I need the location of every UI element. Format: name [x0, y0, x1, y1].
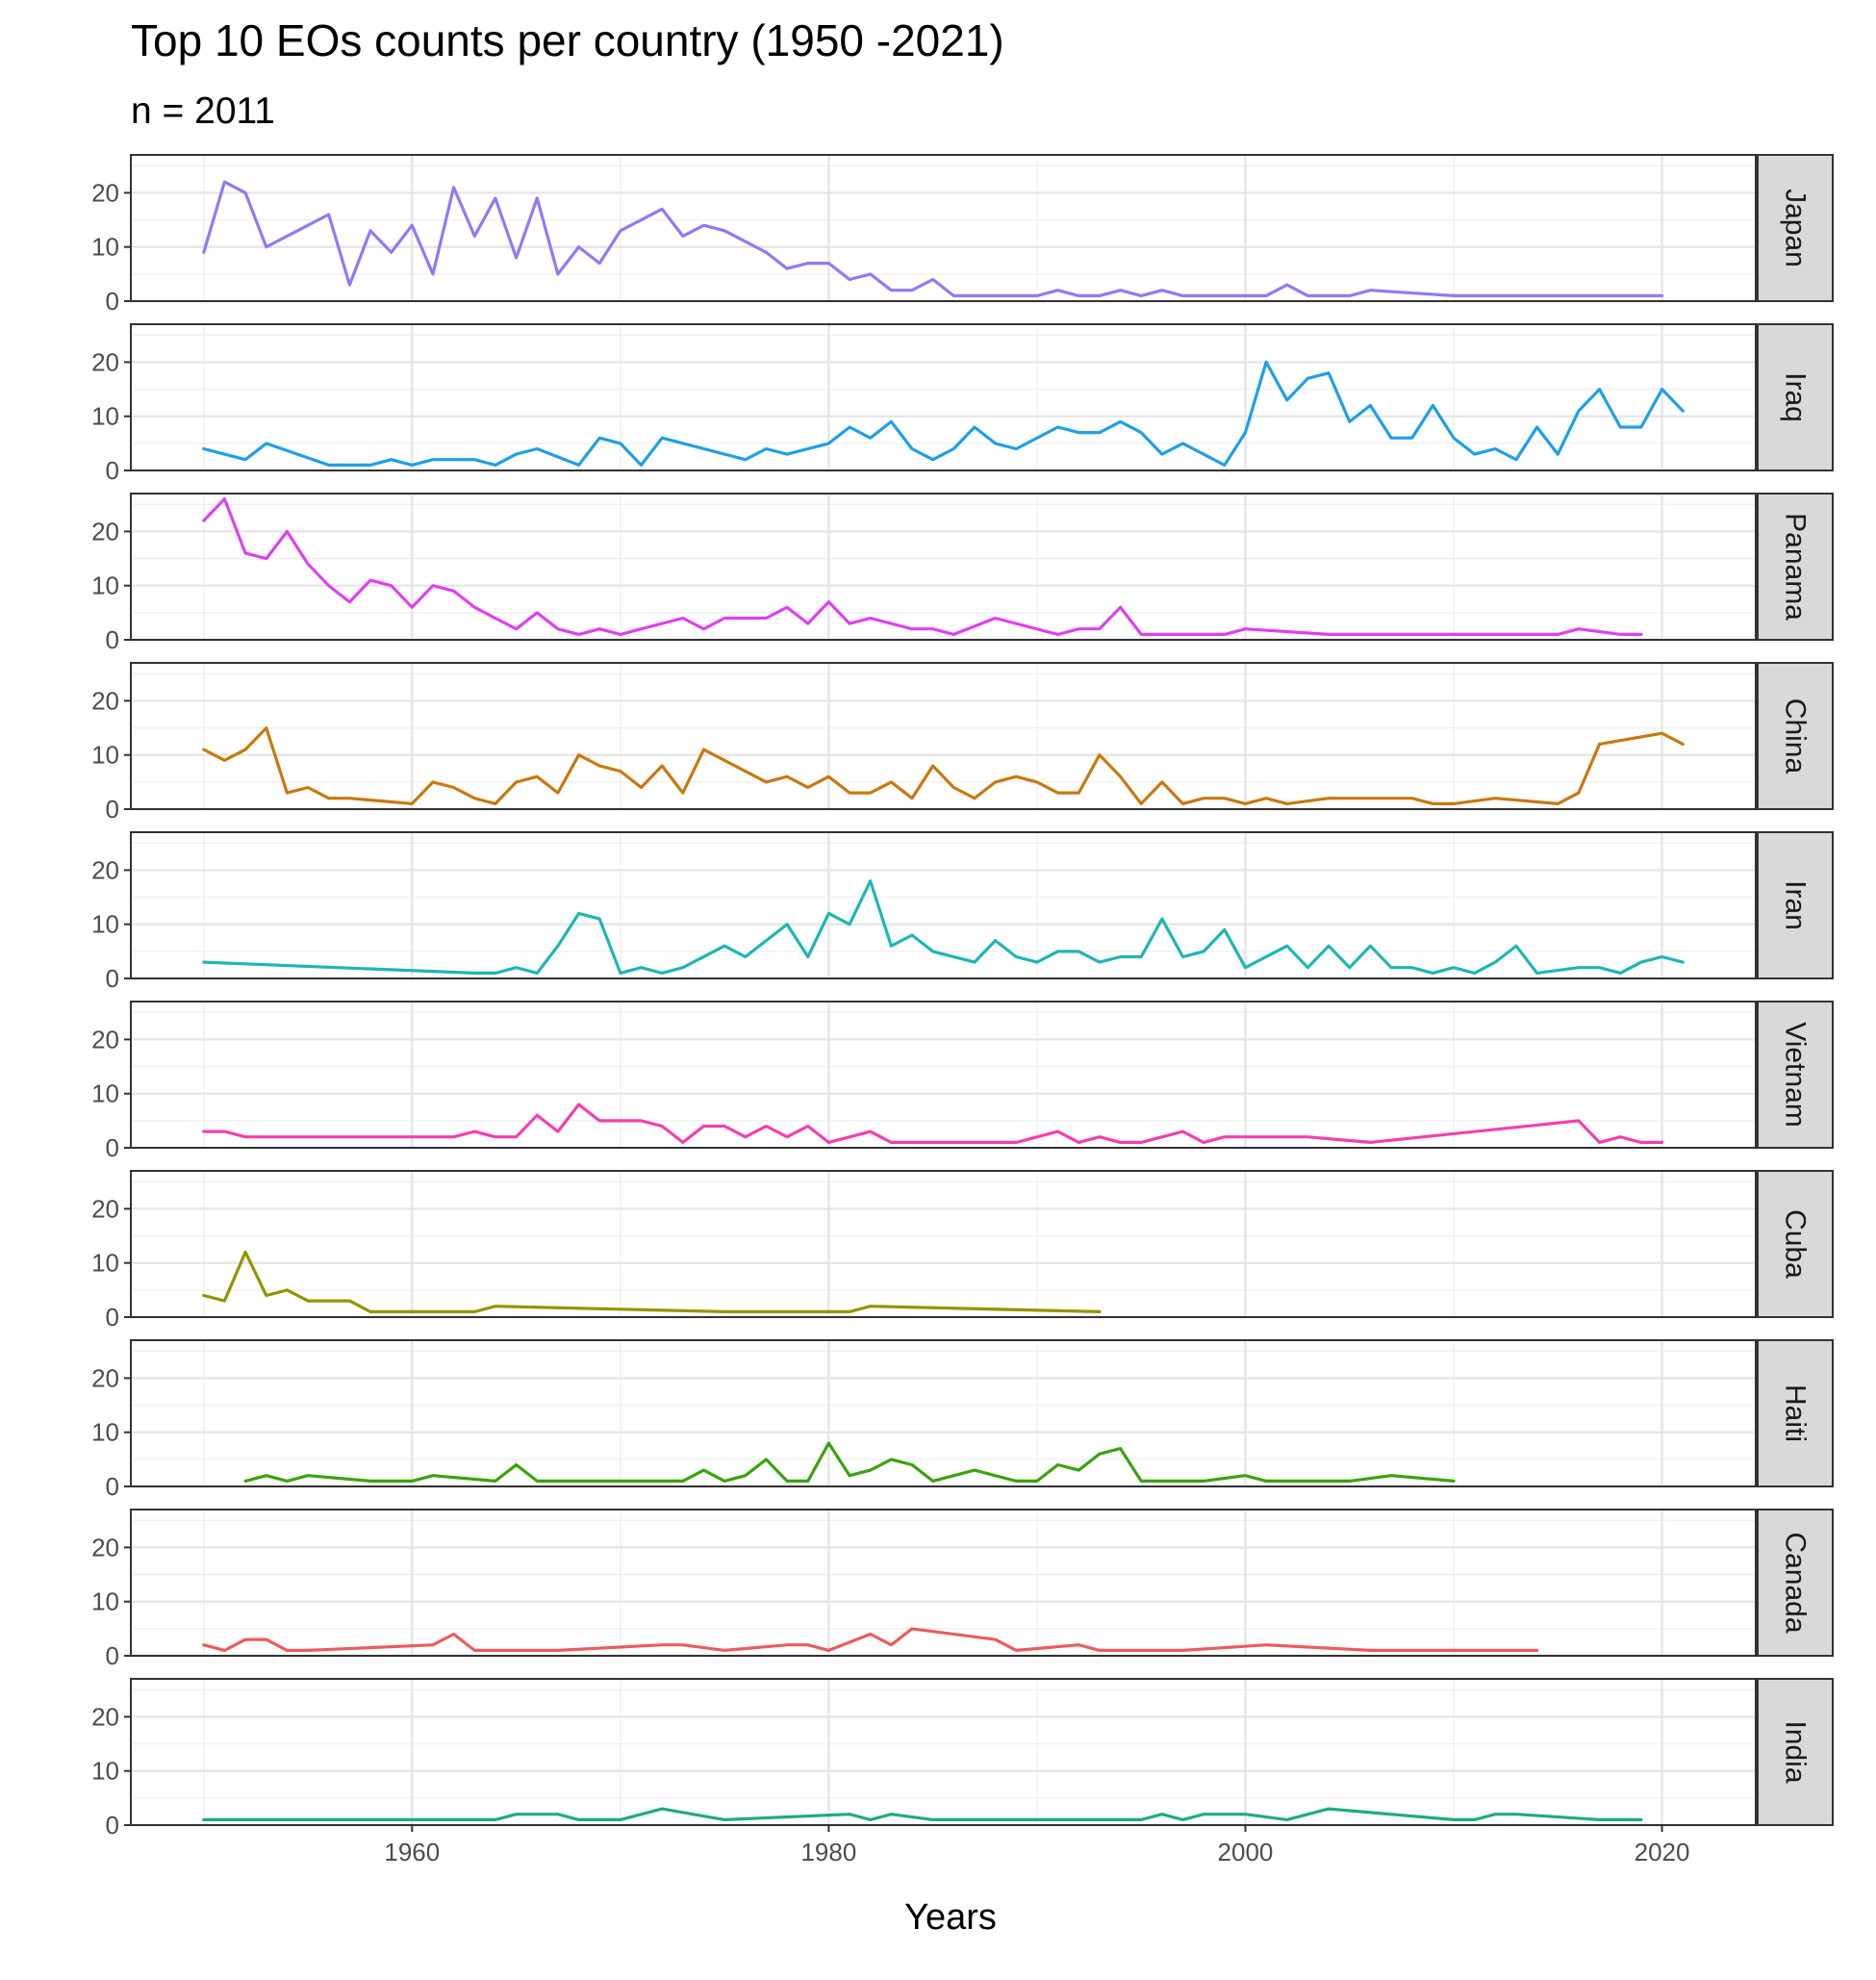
- y-tick-label: 20: [91, 855, 119, 884]
- facet-strip-label: Canada: [1780, 1532, 1812, 1633]
- panel-border: [130, 1509, 1757, 1657]
- y-tick-label: 20: [91, 1194, 119, 1223]
- y-tick-label: 0: [106, 1641, 119, 1670]
- facet-panel-panama: 0 10 20 Panama: [91, 493, 1834, 654]
- panel-background: [131, 1002, 1756, 1148]
- y-tick-label: 0: [106, 1811, 119, 1840]
- x-tick-label: 1960: [384, 1838, 440, 1866]
- y-tick-label: 10: [91, 1418, 119, 1447]
- series-line-india: [202, 1807, 1643, 1821]
- facet-strip-label: Haiti: [1780, 1384, 1812, 1442]
- y-tick-label: 0: [106, 1472, 119, 1501]
- x-tick-label: 2020: [1635, 1838, 1690, 1866]
- facet-strip: [1757, 1339, 1834, 1487]
- y-tick-label: 20: [91, 1025, 119, 1053]
- facet-panel-iraq: 0 10 20 Iraq: [91, 323, 1834, 485]
- facet-strip-label: Iran: [1780, 880, 1812, 930]
- x-tick-label: 2000: [1218, 1838, 1274, 1866]
- facet-strip: [1757, 493, 1834, 641]
- facet-strip: [1757, 831, 1834, 979]
- y-tick-label: 10: [91, 1079, 119, 1108]
- y-tick-label: 20: [91, 1363, 119, 1392]
- facet-panel-india: 0 10 20 India: [91, 1678, 1834, 1840]
- series-line-vietnam: [202, 1103, 1664, 1144]
- y-tick-label: 10: [91, 571, 119, 600]
- panel-background: [131, 324, 1756, 470]
- series-line-japan: [202, 180, 1664, 297]
- facet-panel-japan: 0 10 20 Japan: [91, 154, 1834, 316]
- y-tick-label: 10: [91, 741, 119, 770]
- chart-title: Top 10 EOs counts per country (1950 -202…: [131, 15, 1004, 65]
- y-tick-label: 0: [106, 964, 119, 993]
- facet-strip-label: Panama: [1780, 513, 1812, 621]
- facet-strip-label: Japan: [1780, 189, 1812, 267]
- facet-panel-cuba: 0 10 20 Cuba: [91, 1170, 1834, 1332]
- panel-border: [130, 154, 1757, 302]
- panel-border: [130, 1339, 1757, 1487]
- x-axis: 1960 1980 2000 2020: [384, 1825, 1689, 1866]
- facet-panel-haiti: 0 10 20 Haiti: [91, 1339, 1834, 1501]
- facet-strip-label: India: [1780, 1720, 1812, 1783]
- y-tick-label: 20: [91, 686, 119, 715]
- y-tick-label: 10: [91, 910, 119, 939]
- panel-background: [131, 1340, 1756, 1486]
- panel-border: [130, 831, 1757, 979]
- panel-background: [131, 494, 1756, 640]
- facet-strip: [1757, 1001, 1834, 1149]
- y-tick-label: 10: [91, 1757, 119, 1786]
- series-line-iraq: [202, 360, 1685, 467]
- facet-strip-label: China: [1780, 698, 1812, 774]
- facet-strip: [1757, 1678, 1834, 1826]
- panel-border: [130, 1678, 1757, 1826]
- y-tick-label: 10: [91, 402, 119, 431]
- y-tick-label: 0: [106, 795, 119, 824]
- x-tick-label: 1980: [800, 1838, 856, 1866]
- y-tick-label: 20: [91, 517, 119, 546]
- series-line-haiti: [243, 1441, 1456, 1483]
- series-line-china: [202, 726, 1685, 805]
- series-line-canada: [202, 1627, 1539, 1652]
- y-tick-label: 0: [106, 456, 119, 485]
- panel-background: [131, 1171, 1756, 1317]
- panel-background: [131, 832, 1756, 978]
- facet-panels: 0 10 20 Japan 0 10 20 Iraq 0 10 20 Panama 0 10 20 China…: [91, 154, 1834, 1840]
- y-tick-label: 0: [106, 1303, 119, 1332]
- facet-panel-china: 0 10 20 China: [91, 662, 1834, 824]
- x-axis-title: Years: [904, 1897, 997, 1938]
- y-tick-label: 20: [91, 1533, 119, 1561]
- panel-border: [130, 1001, 1757, 1149]
- y-tick-label: 20: [91, 178, 119, 207]
- series-line-panama: [202, 497, 1643, 636]
- panel-border: [130, 1170, 1757, 1318]
- series-line-iran: [202, 879, 1685, 975]
- facet-panel-iran: 0 10 20 Iran: [91, 831, 1834, 993]
- panel-border: [130, 323, 1757, 471]
- y-tick-label: 0: [106, 1133, 119, 1162]
- y-tick-label: 10: [91, 233, 119, 262]
- facet-strip: [1757, 1170, 1834, 1318]
- facet-strip-label: Iraq: [1780, 372, 1812, 422]
- y-tick-label: 20: [91, 1702, 119, 1731]
- y-tick-label: 0: [106, 287, 119, 316]
- y-tick-label: 0: [106, 625, 119, 654]
- series-line-cuba: [202, 1250, 1102, 1313]
- panel-border: [130, 493, 1757, 641]
- facet-strip: [1757, 323, 1834, 471]
- facet-strip-label: Cuba: [1780, 1209, 1812, 1279]
- facet-panel-canada: 0 10 20 Canada: [91, 1509, 1834, 1670]
- facet-panel-vietnam: 0 10 20 Vietnam: [91, 1001, 1834, 1162]
- facet-strip: [1757, 662, 1834, 810]
- panel-background: [131, 155, 1756, 301]
- facet-strip-label: Vietnam: [1780, 1022, 1812, 1128]
- panel-background: [131, 663, 1756, 809]
- y-tick-label: 10: [91, 1587, 119, 1616]
- facet-strip: [1757, 1509, 1834, 1657]
- panel-background: [131, 1679, 1756, 1825]
- y-tick-label: 10: [91, 1249, 119, 1278]
- chart-subtitle: n = 2011: [131, 90, 275, 132]
- panel-border: [130, 662, 1757, 810]
- y-tick-label: 20: [91, 347, 119, 376]
- facet-strip: [1757, 154, 1834, 302]
